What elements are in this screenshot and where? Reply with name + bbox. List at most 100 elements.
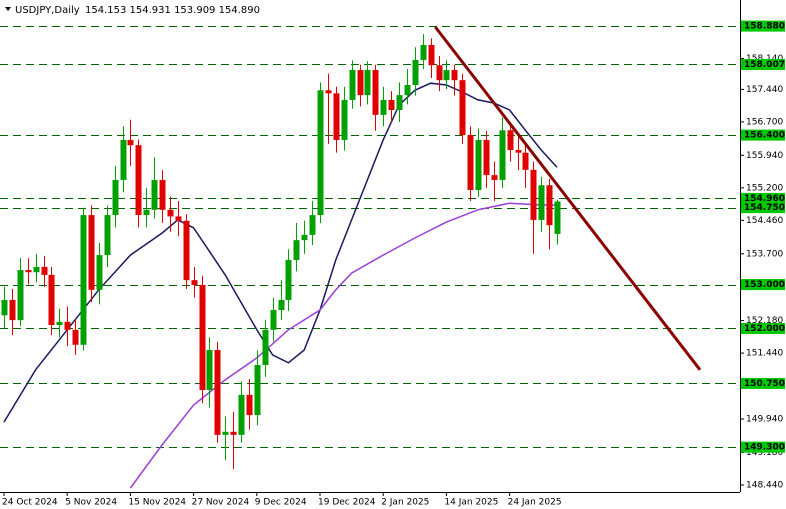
candle-body: [554, 201, 561, 234]
level-label-box: [741, 441, 785, 453]
candle-body: [333, 93, 340, 140]
y-tick-label: 156.700: [746, 117, 783, 127]
candle-body: [143, 209, 150, 216]
candle-body: [230, 431, 237, 435]
moving-average: [3, 82, 558, 423]
candle-body: [499, 130, 506, 180]
candle-body: [443, 70, 450, 81]
candle-body: [191, 280, 198, 285]
x-tick-label: 19 Dec 2024: [318, 498, 376, 508]
candle-body: [270, 310, 277, 330]
candle-body: [151, 179, 158, 210]
candle-body: [475, 139, 482, 191]
x-tick-label: 27 Nov 2024: [192, 498, 250, 508]
candle-body: [183, 220, 190, 281]
level-label: 158.007: [744, 60, 785, 70]
y-tick-label: 154.460: [746, 216, 783, 226]
x-tick-label: 24 Jan 2025: [508, 498, 562, 508]
candle-body: [467, 135, 474, 191]
y-tick-label: 148.440: [746, 480, 783, 490]
candle-body: [459, 80, 466, 136]
candle-body: [317, 90, 324, 216]
candle-body: [206, 350, 213, 391]
candle-body: [530, 169, 537, 220]
candle-body: [364, 70, 371, 96]
candle-body: [538, 185, 545, 220]
level-label: 150.750: [744, 379, 785, 389]
plot-area: [0, 26, 740, 489]
level-label-box: [741, 322, 785, 334]
y-tick-label: 151.440: [746, 349, 783, 359]
level-label-box: [741, 279, 785, 291]
level-label: 153.000: [744, 280, 785, 290]
menu-arrow[interactable]: [5, 7, 11, 11]
x-tick-label: 15 Nov 2024: [128, 498, 186, 508]
candle-body: [9, 299, 16, 321]
candle-body: [254, 364, 261, 416]
candle-body: [325, 90, 332, 94]
symbol-title: USDJPY,Daily: [15, 5, 80, 16]
y-tick-label: 153.700: [746, 249, 783, 259]
candle-body: [167, 209, 174, 217]
candle-body: [199, 284, 206, 391]
y-tick-label: 155.940: [746, 151, 783, 161]
candle-body: [491, 175, 498, 180]
candle-body: [72, 329, 79, 345]
candle-body: [246, 394, 253, 416]
level-label: 149.300: [744, 443, 785, 453]
level-label: 154.750: [744, 203, 785, 213]
x-tick-label: 9 Dec 2024: [255, 498, 307, 508]
y-tick-label: 155.200: [746, 183, 783, 193]
level-label-box: [741, 20, 785, 32]
level-label: 154.960: [744, 194, 785, 204]
candle-body: [293, 240, 300, 260]
candle-body: [436, 65, 443, 81]
level-label-box: [741, 58, 785, 70]
candle-body: [222, 431, 229, 435]
candle-body: [159, 179, 166, 210]
level-label-box: [741, 377, 785, 389]
candle-body: [56, 321, 63, 325]
level-label-box: [741, 129, 785, 141]
candle-body: [1, 299, 8, 316]
candle-body: [88, 215, 95, 290]
candle-body: [301, 234, 308, 241]
level-label: 158.880: [744, 22, 785, 32]
trendline: [434, 26, 702, 371]
candle-body: [25, 270, 32, 273]
candle-body: [404, 84, 411, 96]
candle-body: [357, 70, 364, 96]
quote: 154.153 154.931 153.909 154.890: [85, 5, 260, 16]
candle-body: [278, 299, 285, 311]
y-tick-label: 152.180: [746, 316, 783, 326]
candle-body: [96, 255, 103, 290]
level-label-box: [741, 202, 785, 214]
candle-body: [515, 150, 522, 153]
candle-body: [175, 216, 182, 221]
candle-body: [507, 130, 514, 151]
candle-body: [33, 266, 40, 273]
candle-body: [451, 70, 458, 81]
x-tick-label: 5 Nov 2024: [65, 498, 117, 508]
candle-body: [262, 329, 269, 365]
candle-body: [41, 266, 48, 275]
candle-body: [64, 321, 71, 330]
candle-body: [285, 259, 292, 300]
candle-body: [372, 70, 379, 115]
x-tick-label: 14 Jan 2025: [444, 498, 498, 508]
candle-body: [238, 394, 245, 435]
candle-body: [396, 95, 403, 111]
candle-body: [17, 270, 24, 321]
candle-body: [341, 99, 348, 140]
x-tick-label: 2 Jan 2025: [381, 498, 429, 508]
candle-body: [420, 44, 427, 60]
candle-body: [380, 99, 387, 115]
y-tick-label: 149.940: [746, 415, 783, 425]
y-tick-label: 157.440: [746, 85, 783, 95]
candle-body: [483, 139, 490, 176]
candle-body: [522, 152, 529, 170]
candle-body: [309, 215, 316, 235]
level-label-box: [741, 192, 785, 204]
